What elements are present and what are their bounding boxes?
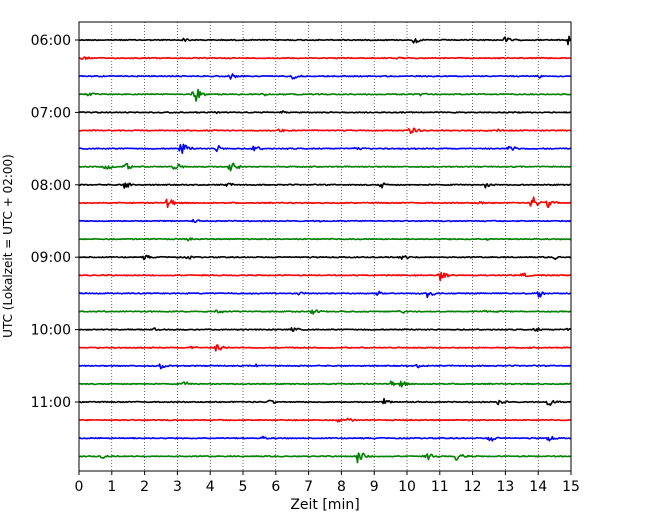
trace-row-0945 — [78, 309, 572, 315]
trace-row-0630 — [78, 73, 572, 80]
x-tick-label: 15 — [562, 479, 580, 495]
trace-row-0930 — [78, 290, 572, 299]
x-tick-label: 13 — [496, 479, 514, 495]
trace-row-0615 — [78, 56, 572, 61]
trace-row-1100 — [78, 397, 572, 406]
trace-row-0645 — [78, 88, 572, 102]
trace-row-0800 — [78, 182, 572, 189]
trace-row-0715 — [78, 127, 572, 135]
x-axis-ticks: 0 1 2 3 4 5 6 7 8 9 10 11 12 13 14 15 — [75, 471, 580, 495]
x-tick-label: 5 — [239, 479, 248, 495]
y-tick-label: 11:00 — [31, 395, 71, 411]
seismic-traces — [78, 35, 572, 464]
trace-row-1130 — [78, 435, 572, 442]
x-tick-label: 3 — [173, 479, 182, 495]
x-tick-label: 7 — [304, 479, 313, 495]
trace-row-0915 — [78, 271, 572, 282]
x-tick-label: 1 — [107, 479, 116, 495]
y-axis-ticks: 06:00 07:00 08:00 09:00 10:00 11:00 — [31, 33, 79, 411]
trace-row-0845 — [78, 237, 572, 242]
x-tick-label: 10 — [398, 479, 416, 495]
trace-row-1045 — [78, 380, 572, 388]
x-tick-label: 6 — [271, 479, 280, 495]
y-tick-label: 06:00 — [31, 33, 71, 49]
y-tick-label: 08:00 — [31, 178, 71, 194]
trace-row-0600 — [78, 35, 572, 46]
trace-row-1115 — [78, 417, 572, 423]
y-tick-label: 10:00 — [31, 323, 71, 339]
trace-row-1000 — [78, 327, 572, 332]
y-tick-label: 07:00 — [31, 105, 71, 121]
trace-row-1145 — [78, 452, 572, 464]
y-axis-label: UTC (Lokalzeit = UTC + 02:00) — [1, 154, 15, 338]
trace-row-0900 — [78, 254, 572, 261]
plot-background — [79, 22, 571, 471]
trace-row-0700 — [78, 110, 572, 115]
plot-frame — [78, 21, 572, 472]
x-tick-label: 4 — [206, 479, 215, 495]
x-tick-label: 12 — [464, 479, 482, 495]
trace-row-0730 — [78, 143, 572, 155]
y-tick-label: 09:00 — [31, 250, 71, 266]
x-tick-label: 14 — [529, 479, 547, 495]
trace-row-0745 — [78, 162, 572, 172]
x-tick-label: 2 — [140, 479, 149, 495]
x-tick-label: 8 — [337, 479, 346, 495]
trace-row-1015 — [78, 344, 572, 352]
x-tick-label: 11 — [431, 479, 449, 495]
x-tick-label: 0 — [75, 479, 84, 495]
x-axis-label: Zeit [min] — [290, 497, 359, 513]
trace-row-0830 — [78, 218, 572, 224]
trace-row-1030 — [78, 363, 572, 370]
trace-row-0815 — [78, 196, 572, 209]
x-tick-label: 9 — [370, 479, 379, 495]
